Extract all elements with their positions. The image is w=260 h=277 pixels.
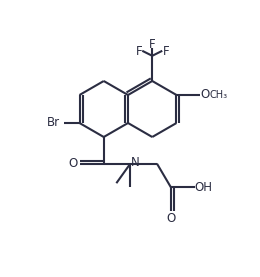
Text: N: N — [131, 156, 140, 169]
Text: F: F — [163, 45, 170, 58]
Text: F: F — [149, 38, 155, 51]
Text: Br: Br — [47, 117, 60, 130]
Text: O: O — [201, 88, 210, 101]
Text: O: O — [166, 212, 176, 225]
Text: O: O — [68, 157, 77, 170]
Text: OH: OH — [195, 181, 213, 194]
Text: F: F — [136, 45, 142, 58]
Text: CH₃: CH₃ — [209, 90, 227, 100]
